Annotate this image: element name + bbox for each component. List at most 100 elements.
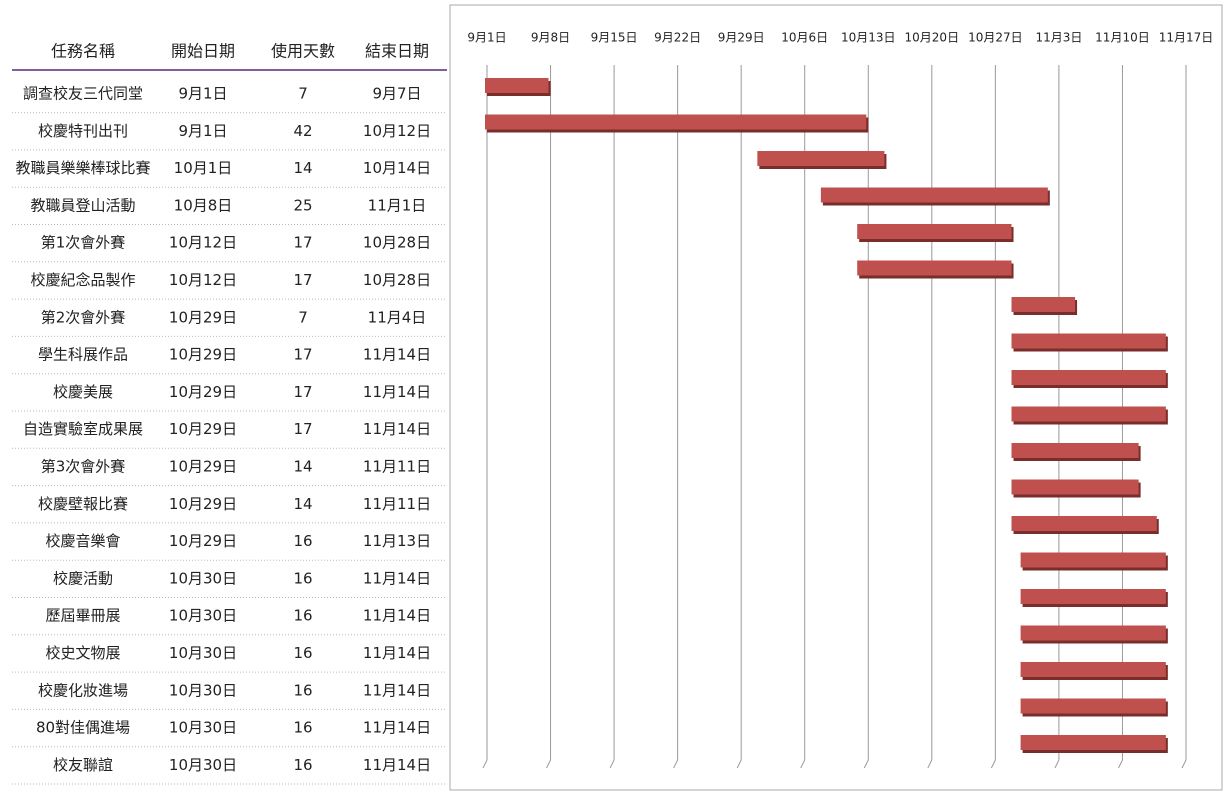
table-cell: 10月30日 xyxy=(169,719,237,737)
x-tick-label: 10月20日 xyxy=(905,31,960,45)
table-cell: 9月7日 xyxy=(372,85,421,103)
header-cell: 任務名稱 xyxy=(51,42,115,61)
table-cell: 7 xyxy=(298,85,308,103)
table-cell: 校慶活動 xyxy=(53,569,113,587)
tick-mark xyxy=(673,759,679,769)
table-cell: 10月30日 xyxy=(169,756,237,774)
x-tick-label: 10月27日 xyxy=(968,31,1023,45)
x-tick-label: 9月29日 xyxy=(718,31,765,45)
table-cell: 17 xyxy=(293,383,312,401)
bar xyxy=(1020,662,1166,677)
table-cell: 11月14日 xyxy=(363,383,431,401)
table-cell: 教職員樂樂棒球比賽 xyxy=(15,159,150,177)
table-cell: 10月12日 xyxy=(363,122,431,140)
table-cell: 16 xyxy=(293,532,312,550)
table-cell: 14 xyxy=(293,495,312,513)
chart-frame xyxy=(449,4,1223,791)
table-cell: 11月14日 xyxy=(363,644,431,662)
table-cell: 11月1日 xyxy=(368,196,427,214)
bar xyxy=(1011,479,1139,495)
tick-mark xyxy=(990,759,996,769)
table-cell: 11月13日 xyxy=(363,532,431,550)
table-cell: 11月14日 xyxy=(363,420,431,438)
bar xyxy=(1011,370,1166,385)
table-cell: 學生科展作品 xyxy=(38,346,128,364)
tick-mark xyxy=(863,759,869,769)
table-cell: 歷屆畢冊展 xyxy=(45,607,120,625)
table-cell: 教職員登山活動 xyxy=(30,196,135,214)
table-cell: 11月14日 xyxy=(363,607,431,625)
table-cell: 11月14日 xyxy=(363,569,431,587)
table-cell: 10月14日 xyxy=(363,159,431,177)
table-cell: 第3次會外賽 xyxy=(41,458,126,476)
table-cell: 10月30日 xyxy=(169,681,237,699)
table-cell: 17 xyxy=(293,346,312,364)
table-cell: 10月28日 xyxy=(363,234,431,252)
table-cell: 校史文物展 xyxy=(45,644,120,662)
table-cell: 80對佳偶進場 xyxy=(36,719,130,737)
table-cell: 10月30日 xyxy=(169,644,237,662)
table-cell: 14 xyxy=(293,458,312,476)
bar xyxy=(1011,516,1157,531)
table-cell: 16 xyxy=(293,607,312,625)
table-cell: 10月29日 xyxy=(169,383,237,401)
table-cell: 11月11日 xyxy=(363,495,431,513)
table-cell: 11月11日 xyxy=(363,458,431,476)
tick-mark xyxy=(482,759,488,769)
x-tick-label: 10月13日 xyxy=(841,31,896,45)
bar xyxy=(1011,297,1076,312)
tick-mark xyxy=(800,759,806,769)
table-cell: 7 xyxy=(298,308,308,326)
bar xyxy=(1020,589,1166,604)
table-cell: 10月28日 xyxy=(363,271,431,289)
x-tick-label: 9月15日 xyxy=(591,31,638,45)
table-cell: 校慶音樂會 xyxy=(45,532,120,550)
table-cell: 16 xyxy=(293,644,312,662)
table-cell: 17 xyxy=(293,420,312,438)
bar xyxy=(1011,333,1166,349)
table-cell: 9月1日 xyxy=(178,85,227,103)
table-cell: 校慶化妝進場 xyxy=(38,681,128,699)
table-cell: 10月29日 xyxy=(169,495,237,513)
table-cell: 10月29日 xyxy=(169,346,237,364)
tick-mark xyxy=(927,759,933,769)
tick-mark xyxy=(1118,759,1123,769)
table-cell: 第1次會外賽 xyxy=(41,234,126,252)
table-cell: 16 xyxy=(293,756,312,774)
bar xyxy=(820,187,1048,203)
table-cell: 校慶特刊出刊 xyxy=(38,122,128,140)
tick-mark xyxy=(1181,759,1187,769)
tick-mark xyxy=(546,759,551,769)
tick-mark xyxy=(609,759,615,769)
table-cell: 10月29日 xyxy=(169,308,237,326)
bar xyxy=(1020,552,1166,568)
tick-mark xyxy=(1054,759,1060,769)
table-cell: 10月1日 xyxy=(174,159,233,177)
table-cell: 校友聯誼 xyxy=(53,756,113,774)
header-cell: 開始日期 xyxy=(171,42,235,61)
tick-mark xyxy=(736,759,742,769)
bar xyxy=(1020,735,1166,750)
x-tick-label: 9月1日 xyxy=(467,31,506,45)
table-cell: 16 xyxy=(293,569,312,587)
bar xyxy=(857,224,1012,239)
bar xyxy=(1011,443,1139,458)
table-cell: 17 xyxy=(293,271,312,289)
x-tick-label: 10月6日 xyxy=(781,31,828,45)
table-cell: 10月29日 xyxy=(169,458,237,476)
bar xyxy=(1011,406,1166,422)
bar xyxy=(757,151,885,166)
table-cell: 10月29日 xyxy=(169,420,237,438)
table-cell: 14 xyxy=(293,159,312,177)
table-cell: 17 xyxy=(293,234,312,252)
table-cell: 10月29日 xyxy=(169,532,237,550)
table-cell: 調查校友三代同堂 xyxy=(23,85,143,103)
table-cell: 11月14日 xyxy=(363,719,431,737)
bar xyxy=(1020,625,1166,641)
x-tick-label: 9月8日 xyxy=(531,31,570,45)
table-cell: 第2次會外賽 xyxy=(41,308,126,326)
bar xyxy=(485,78,549,93)
x-tick-label: 11月3日 xyxy=(1035,31,1082,45)
table-cell: 11月4日 xyxy=(368,308,427,326)
table-cell: 42 xyxy=(293,122,312,140)
